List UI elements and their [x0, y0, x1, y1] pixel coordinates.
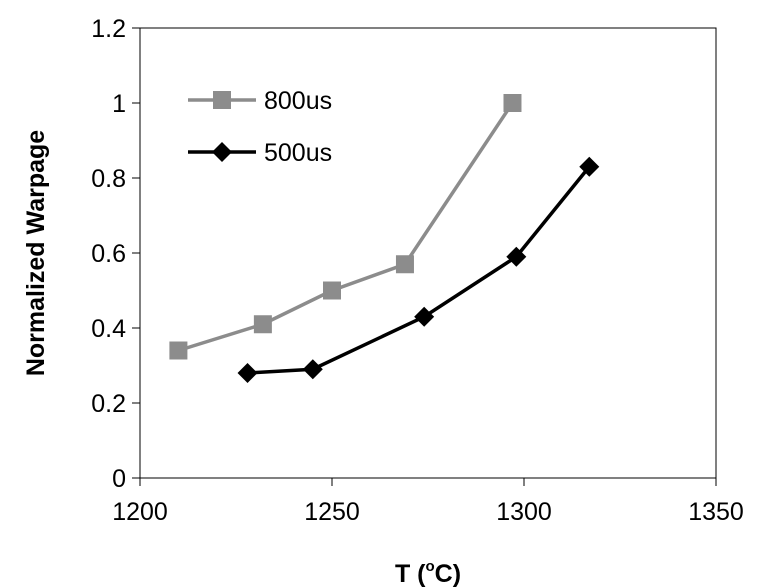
- x-tick-label: 1200: [112, 498, 168, 526]
- legend-label: 800us: [264, 87, 332, 115]
- y-tick-label: 0.6: [91, 240, 126, 268]
- diamond-data-point: [579, 156, 600, 177]
- legend-item: 800us: [188, 87, 332, 115]
- square-data-point: [395, 255, 414, 274]
- square-data-point: [253, 315, 272, 334]
- diamond-data-point: [302, 359, 323, 380]
- y-axis-title: Normalized Warpage: [22, 130, 50, 376]
- x-axis-title-suffix: C): [435, 560, 461, 588]
- plot-area: [139, 27, 717, 479]
- x-axis-title: T (oC): [395, 558, 461, 588]
- x-tick-label: 1350: [688, 498, 744, 526]
- y-tick-label: 0: [112, 465, 126, 493]
- x-axis-title-degree: o: [425, 558, 434, 575]
- series-500us: [237, 156, 600, 383]
- legend-item: 500us: [188, 139, 332, 167]
- y-tick-label: 1.2: [91, 15, 126, 43]
- x-axis-title-prefix: T (: [395, 560, 426, 588]
- series-800us: [169, 94, 522, 360]
- diamond-data-point: [237, 363, 258, 383]
- legend-label: 500us: [264, 139, 332, 167]
- x-tick-label: 1250: [304, 498, 360, 526]
- series-layer: [169, 94, 600, 383]
- diamond-data-point: [506, 246, 527, 267]
- square-data-point: [169, 341, 188, 360]
- square-data-point: [323, 281, 341, 300]
- y-tick-label: 0.2: [91, 390, 126, 418]
- legend-marker: [212, 142, 232, 162]
- y-tick-label: 0.8: [91, 165, 126, 193]
- y-tick-label: 0.4: [91, 315, 126, 343]
- square-data-point: [503, 94, 522, 112]
- y-tick-label: 1: [112, 90, 126, 118]
- legend: 800us 500us: [188, 87, 332, 167]
- y-axis-ticks: 0 0.2 0.4 0.6 0.8 1 1.2: [91, 15, 140, 493]
- x-tick-label: 1300: [496, 498, 552, 526]
- x-axis-ticks: 1200 1250 1300 1350: [112, 478, 744, 526]
- legend-marker: [213, 91, 231, 109]
- diamond-data-point: [414, 306, 435, 327]
